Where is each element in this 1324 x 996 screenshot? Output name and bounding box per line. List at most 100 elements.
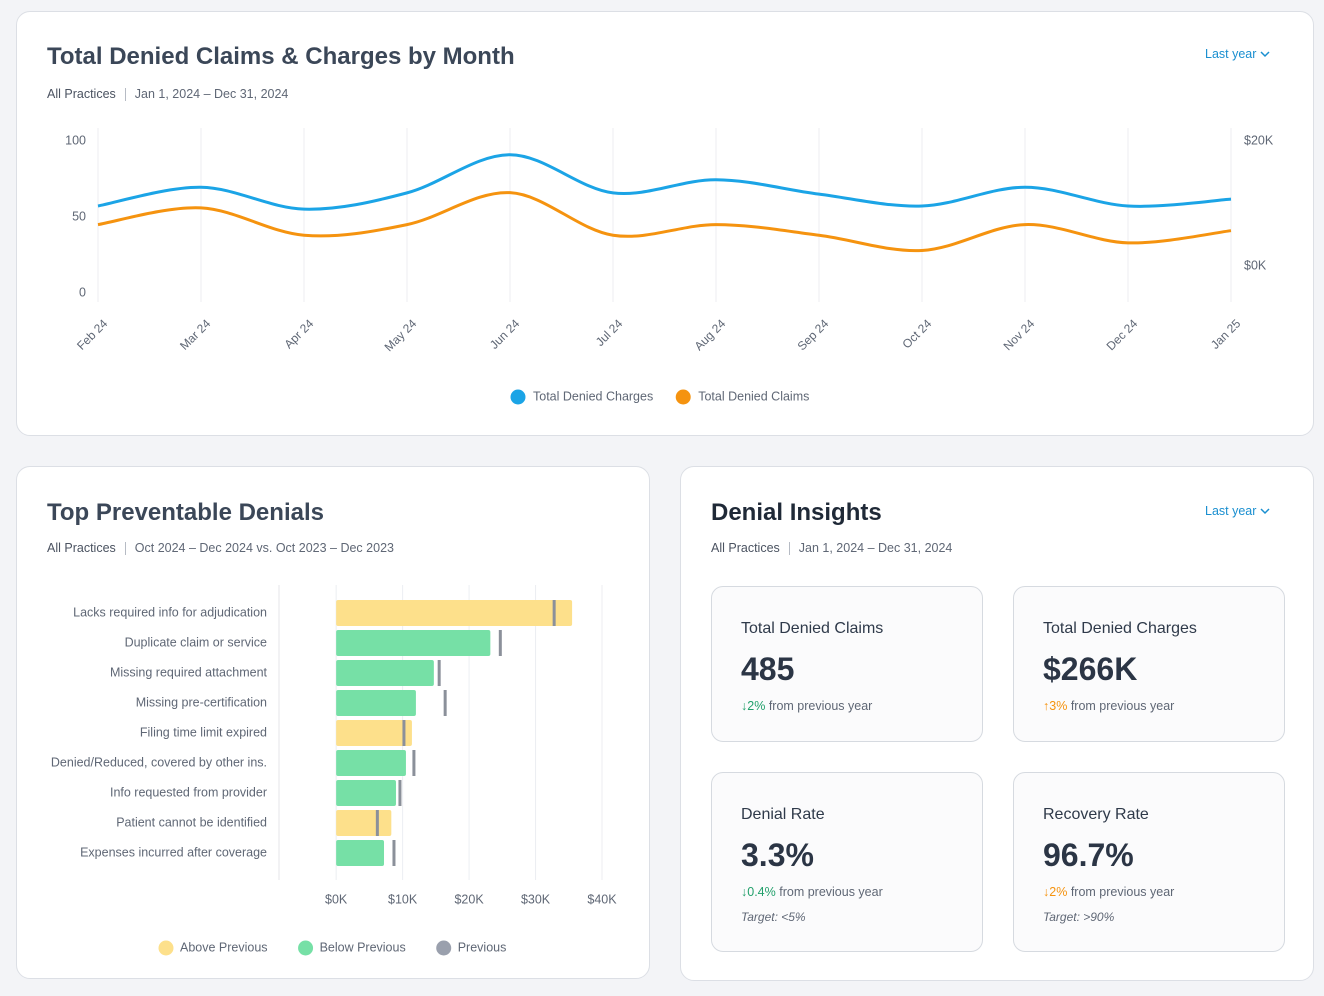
x-tick-label: $20K	[454, 892, 484, 906]
line-series	[97, 153, 1232, 211]
insight-change: ↓2%	[1043, 885, 1068, 899]
previous-marker	[375, 810, 379, 836]
legend-marker	[510, 389, 526, 405]
x-tick-label: Jan 25	[1208, 316, 1244, 352]
chevron	[1260, 507, 1270, 514]
insight-card: Recovery Rate 96.7% ↓2% from previous year…	[1013, 772, 1285, 952]
insight-note: from previous year	[1070, 699, 1175, 713]
card-subtitle: All Practices Oct 2024 – Dec 2024 vs. Oct…	[47, 541, 394, 555]
separator	[788, 541, 790, 555]
bar	[336, 630, 491, 656]
period: Oct 2024 – Dec 2024 vs. Oct 2023 – Dec 2…	[134, 541, 394, 555]
insight-change-row: ↓0.4% from previous year	[741, 885, 883, 899]
bar	[336, 810, 392, 836]
x-tick-label: May 24	[382, 316, 420, 354]
period: Jan 1, 2024 – Dec 31, 2024	[798, 541, 953, 555]
insight-note: from previous year	[768, 699, 873, 713]
insight-target: Target: >90%	[1043, 910, 1115, 924]
y-tick-label: Filing time limit expired	[140, 725, 267, 739]
period: Jan 1, 2024 – Dec 31, 2024	[134, 87, 289, 101]
legend-label: Previous	[458, 940, 507, 954]
filter-dropdown[interactable]: Last year	[1205, 504, 1270, 518]
insight-card: Total Denied Claims 485 ↓2% from previous …	[711, 586, 983, 742]
x-tick-label: Mar 24	[177, 316, 214, 353]
legend-label: Below Previous	[320, 940, 406, 954]
bar	[336, 600, 573, 626]
legend-marker	[436, 940, 452, 956]
card-title: Total Denied Claims & Charges by Month	[47, 43, 515, 70]
filter-dropdown[interactable]: Last year	[1205, 47, 1270, 61]
y-tick-label: 0	[79, 285, 86, 299]
y2-tick-label: $20K	[1244, 133, 1274, 147]
legend-marker	[675, 389, 691, 405]
card-title: Top Preventable Denials	[47, 499, 324, 526]
separator	[124, 541, 126, 555]
scope: All Practices	[47, 87, 116, 101]
insight-note: from previous year	[1070, 885, 1175, 899]
previous-marker	[402, 720, 406, 746]
insight-change-row: ↓2% from previous year	[741, 699, 872, 713]
claims-card: Total Denied Claims & Charges by Month A…	[16, 11, 1314, 436]
insight-label: Total Denied Claims	[741, 620, 884, 637]
insights-card: Denial Insights All Practices Jan 1, 2024…	[680, 466, 1314, 981]
insight-change: ↓0.4%	[741, 885, 776, 899]
previous-marker	[443, 690, 447, 716]
y-tick-label: 50	[72, 209, 86, 223]
bar	[336, 840, 385, 866]
bar	[336, 690, 416, 716]
x-tick-label: Aug 24	[692, 316, 729, 353]
insight-value: 3.3%	[741, 837, 814, 873]
card-subtitle: All Practices Jan 1, 2024 – Dec 31, 2024	[47, 87, 288, 101]
x-tick-label: Sep 24	[795, 316, 832, 353]
y-tick-label: Missing pre-certification	[136, 695, 267, 709]
insight-change-row: ↑3% from previous year	[1043, 699, 1174, 713]
insight-change: ↑3%	[1043, 699, 1068, 713]
y-tick-label: Duplicate claim or service	[125, 635, 267, 649]
legend-marker	[298, 940, 314, 956]
insight-change: ↓2%	[741, 699, 766, 713]
filter-label: Last year	[1205, 47, 1257, 61]
x-tick-label: Jul 24	[593, 316, 626, 349]
previous-marker	[437, 660, 441, 686]
legend-label: Above Previous	[180, 940, 268, 954]
x-tick-label: $10K	[388, 892, 418, 906]
bar	[336, 750, 406, 776]
previous-marker	[552, 600, 556, 626]
legend-label: Total Denied Charges	[533, 389, 653, 403]
bar	[336, 780, 396, 806]
insight-value: $266K	[1043, 651, 1138, 687]
previous-marker	[398, 780, 402, 806]
legend-label: Total Denied Claims	[698, 389, 809, 403]
insight-label: Total Denied Charges	[1043, 620, 1197, 637]
y2-tick-label: $0K	[1244, 258, 1267, 272]
x-tick-label: $0K	[325, 892, 348, 906]
line-series	[97, 191, 1232, 253]
insight-label: Recovery Rate	[1043, 806, 1149, 823]
bar	[336, 720, 412, 746]
x-tick-label: Apr 24	[281, 316, 316, 351]
y-tick-label: Missing required attachment	[110, 665, 268, 679]
insight-value: 485	[741, 651, 795, 687]
chevron	[1260, 50, 1270, 57]
x-tick-label: $40K	[587, 892, 617, 906]
x-tick-label: Jun 24	[487, 316, 523, 352]
insight-label: Denial Rate	[741, 806, 825, 823]
y-tick-label: Expenses incurred after coverage	[80, 845, 267, 859]
scope: All Practices	[47, 541, 116, 555]
previous-marker	[412, 750, 416, 776]
y-tick-label: Denied/Reduced, covered by other ins.	[51, 755, 267, 769]
denials-card: Top Preventable Denials All Practices Oct…	[16, 466, 650, 979]
card-title: Denial Insights	[711, 499, 882, 526]
insight-card: Total Denied Charges $266K ↑3% from previo…	[1013, 586, 1285, 742]
insight-target: Target: <5%	[741, 910, 806, 924]
insight-value: 96.7%	[1043, 837, 1134, 873]
scope: All Practices	[711, 541, 780, 555]
filter-label: Last year	[1205, 504, 1257, 518]
insight-card: Denial Rate 3.3% ↓0.4% from previous year T…	[711, 772, 983, 952]
x-tick-label: $30K	[521, 892, 551, 906]
x-tick-label: Dec 24	[1104, 316, 1141, 353]
y-tick-label: Lacks required info for adjudication	[73, 605, 267, 619]
y-tick-label: Patient cannot be identified	[116, 815, 267, 829]
